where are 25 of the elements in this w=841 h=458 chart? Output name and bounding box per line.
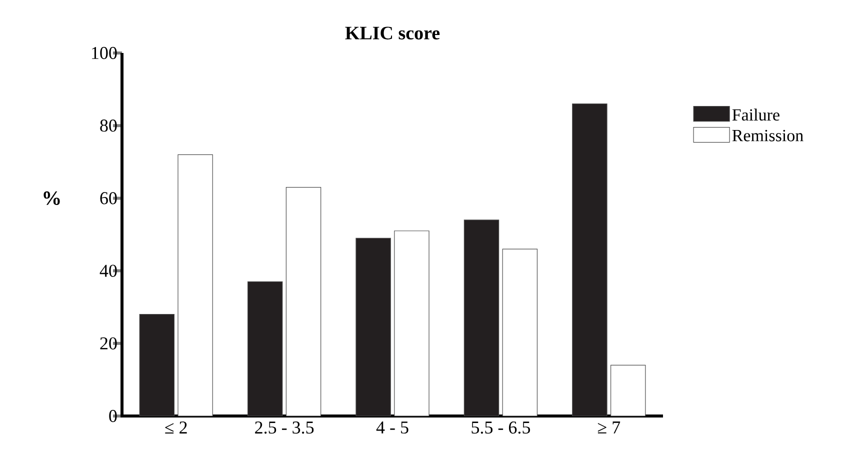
y-tick-label: 20 [100, 337, 117, 350]
y-tick-label: 60 [100, 192, 117, 204]
x-tick-label: ≥ 7 [598, 422, 620, 434]
bar [139, 314, 175, 416]
chart-title: KLIC score [345, 26, 440, 40]
y-tick-label: 0 [109, 410, 117, 422]
y-axis-title: % [44, 191, 60, 205]
y-tick-label: 80 [100, 120, 117, 132]
bar [394, 230, 430, 416]
bar [610, 364, 646, 416]
x-tick-label: 5.5 - 6.5 [472, 422, 530, 434]
bar [356, 238, 391, 416]
x-tick-label: 2.5 - 3.5 [255, 422, 314, 434]
bar [178, 154, 213, 416]
legend-label: Remission [732, 130, 804, 142]
bar [247, 281, 283, 416]
bar [502, 248, 538, 416]
bar [464, 220, 500, 416]
y-tick-label: 40 [100, 264, 117, 277]
y-tick-label: 100 [92, 46, 117, 60]
bar [572, 104, 608, 416]
x-tick-label: ≤ 2 [165, 422, 187, 434]
x-tick-label: 4 - 5 [376, 422, 408, 434]
bar [286, 187, 322, 416]
legend-label: Failure [732, 108, 780, 121]
